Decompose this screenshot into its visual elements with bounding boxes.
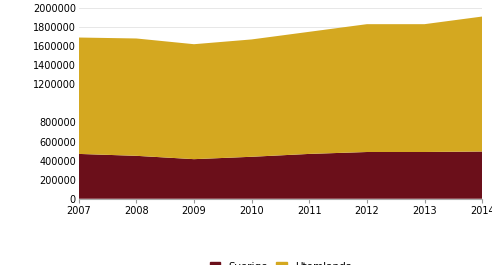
Legend: Sverige, Utomlands: Sverige, Utomlands xyxy=(206,257,355,265)
